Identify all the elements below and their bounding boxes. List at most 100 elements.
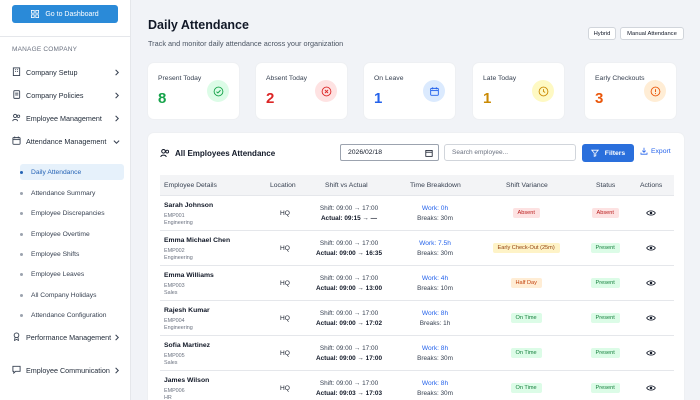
eye-icon[interactable] bbox=[646, 209, 656, 217]
bullet-icon bbox=[20, 272, 23, 276]
employee-name[interactable]: Sofia Martinez bbox=[164, 342, 211, 349]
bullet-icon bbox=[20, 170, 23, 174]
sidebar-subitem-employee-shifts[interactable]: Employee Shifts bbox=[20, 246, 124, 262]
sidebar-subitem-label: All Company Holidays bbox=[31, 291, 97, 299]
chevron-right-icon bbox=[115, 115, 119, 122]
employee-id: EMP003 bbox=[164, 283, 185, 289]
eye-icon[interactable] bbox=[646, 384, 656, 392]
calendar-icon[interactable] bbox=[425, 149, 433, 157]
stat-card-on-leave: On Leave 1 bbox=[364, 63, 455, 119]
stat-value: 2 bbox=[266, 90, 275, 107]
sidebar-subitem-attendance-summary[interactable]: Attendance Summary bbox=[20, 185, 124, 201]
table-row: Rajesh Kumar EMP004 Engineering HQ Shift: 09… bbox=[160, 300, 674, 335]
sidebar: Go to Dashboard MANAGE COMPANY Company S… bbox=[0, 0, 131, 400]
column-header: Employee Details bbox=[164, 182, 217, 189]
sidebar-item-employee-management[interactable]: Employee Management bbox=[12, 113, 120, 124]
work-hours: Work: 0h bbox=[421, 205, 449, 212]
employee-id: EMP004 bbox=[164, 318, 185, 324]
filters-button[interactable]: Filters bbox=[582, 144, 634, 162]
sidebar-subitem-daily-attendance[interactable]: Daily Attendance bbox=[20, 164, 124, 180]
shift-variance-badge: On Time bbox=[510, 348, 542, 358]
go-to-dashboard-label: Go to Dashboard bbox=[45, 10, 99, 18]
filter-icon bbox=[590, 149, 599, 157]
bullet-icon bbox=[20, 293, 23, 297]
employee-name[interactable]: Emma Michael Chen bbox=[164, 237, 231, 244]
sidebar-subitem-label: Daily Attendance bbox=[31, 168, 82, 176]
employee-id: EMP005 bbox=[164, 353, 185, 359]
stat-card-late: Late Today 1 bbox=[473, 63, 564, 119]
break-time: Breaks: 1h bbox=[419, 320, 451, 327]
sidebar-item-company-policies[interactable]: Company Policies bbox=[12, 90, 120, 101]
date-picker[interactable]: 2026/02/18 bbox=[340, 144, 439, 161]
employee-name[interactable]: James Wilson bbox=[164, 377, 210, 384]
stat-label: On Leave bbox=[374, 75, 404, 82]
sidebar-subitem-employee-discrepancies[interactable]: Employee Discrepancies bbox=[20, 205, 124, 221]
sidebar-subitem-label: Employee Discrepancies bbox=[31, 209, 105, 217]
work-hours: Work: 8h bbox=[421, 380, 449, 387]
employee-department: Engineering bbox=[164, 325, 193, 331]
employee-department: Engineering bbox=[164, 220, 193, 226]
download-icon bbox=[640, 147, 648, 155]
work-hours: Work: 4h bbox=[421, 275, 449, 282]
actual-time: Actual: 09:03 → 17:03 bbox=[315, 390, 383, 397]
shift-time: Shift: 09:00 → 17:00 bbox=[319, 205, 379, 212]
employee-name[interactable]: Rajesh Kumar bbox=[164, 307, 210, 314]
sidebar-item-label: Employee Communication bbox=[26, 366, 110, 375]
stat-card-early-checkouts: Early Checkouts 3 bbox=[585, 63, 676, 119]
break-time: Breaks: 30m bbox=[417, 390, 453, 397]
eye-icon[interactable] bbox=[646, 314, 656, 322]
page-subtitle: Track and monitor daily attendance acros… bbox=[148, 39, 344, 48]
eye-icon[interactable] bbox=[646, 349, 656, 357]
sidebar-divider bbox=[0, 36, 130, 37]
sidebar-item-employee-communication[interactable]: Employee Communication bbox=[12, 365, 120, 376]
status-badge: Present bbox=[590, 383, 620, 393]
clock-icon bbox=[532, 80, 554, 102]
sidebar-item-attendance-management[interactable]: Attendance Management bbox=[12, 136, 120, 147]
shift-time: Shift: 09:00 → 17:00 bbox=[319, 310, 379, 317]
sidebar-item-label: Employee Management bbox=[26, 114, 102, 123]
chevron-right-icon bbox=[115, 69, 119, 76]
employee-department: Sales bbox=[164, 360, 178, 366]
document-icon bbox=[13, 90, 21, 99]
sidebar-subitem-employee-leaves[interactable]: Employee Leaves bbox=[20, 266, 124, 282]
sidebar-subitem-attendance-configuration[interactable]: Attendance Configuration bbox=[20, 307, 124, 323]
users-icon bbox=[160, 149, 170, 158]
x-circle-icon bbox=[315, 80, 337, 102]
eye-icon[interactable] bbox=[646, 244, 656, 252]
export-label: Export bbox=[651, 147, 671, 155]
shift-time: Shift: 09:00 → 17:00 bbox=[319, 380, 379, 387]
work-hours: Work: 8h bbox=[421, 310, 449, 317]
calendar-icon bbox=[423, 80, 445, 102]
sidebar-item-company-setup[interactable]: Company Setup bbox=[12, 67, 120, 78]
eye-icon[interactable] bbox=[646, 279, 656, 287]
sidebar-subitem-all-company-holidays[interactable]: All Company Holidays bbox=[20, 287, 124, 303]
break-time: Breaks: 30m bbox=[417, 215, 453, 222]
trophy-icon bbox=[13, 332, 20, 341]
location-cell: HQ bbox=[280, 385, 290, 392]
table-header: Employee Details Location Shift vs Actua… bbox=[160, 175, 674, 195]
sidebar-subitem-label: Attendance Configuration bbox=[31, 311, 107, 319]
employee-name[interactable]: Sarah Johnson bbox=[164, 202, 214, 209]
actual-time: Actual: 09:00 → 17:00 bbox=[315, 355, 383, 362]
column-header: Shift Variance bbox=[506, 182, 548, 189]
bullet-icon bbox=[20, 313, 23, 317]
alert-circle-icon bbox=[644, 80, 666, 102]
hybrid-tag[interactable]: Hybrid bbox=[588, 27, 616, 40]
employee-department: Engineering bbox=[164, 255, 193, 261]
search-employee-input[interactable] bbox=[444, 144, 576, 161]
export-button[interactable]: Export bbox=[640, 147, 671, 155]
sidebar-subitem-employee-overtime[interactable]: Employee Overtime bbox=[20, 226, 124, 242]
column-header: Shift vs Actual bbox=[325, 182, 368, 189]
table-row: Sarah Johnson EMP001 Engineering HQ Shift: 0… bbox=[160, 195, 674, 230]
go-to-dashboard-button[interactable]: Go to Dashboard bbox=[12, 5, 118, 23]
manual-attendance-tag[interactable]: Manual Attendance bbox=[620, 27, 684, 40]
employee-name[interactable]: Emma Williams bbox=[164, 272, 214, 279]
sidebar-item-label: Performance Management bbox=[26, 333, 112, 342]
sidebar-item-performance-management[interactable]: Performance Management bbox=[12, 332, 120, 343]
sidebar-subitem-label: Employee Shifts bbox=[31, 250, 80, 258]
sidebar-subitem-label: Employee Overtime bbox=[31, 230, 90, 238]
break-time: Breaks: 10m bbox=[417, 285, 453, 292]
bullet-icon bbox=[20, 252, 23, 256]
column-header: Status bbox=[596, 182, 616, 189]
status-badge: Present bbox=[590, 313, 620, 323]
